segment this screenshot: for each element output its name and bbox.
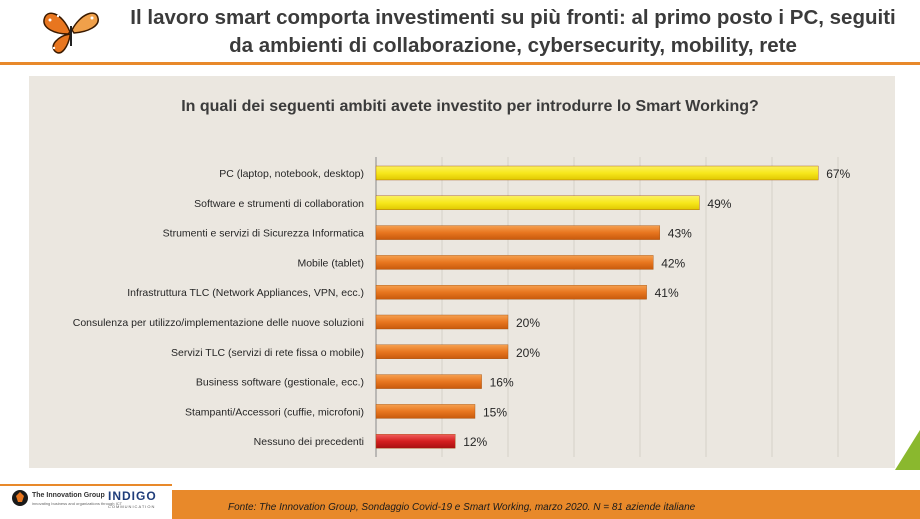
corner-decoration — [895, 430, 920, 470]
value-label: 20% — [516, 316, 540, 330]
bar — [375, 374, 482, 389]
value-label: 49% — [707, 197, 731, 211]
page-title: Il lavoro smart comporta investimenti su… — [130, 6, 896, 57]
value-label: 20% — [516, 346, 540, 360]
value-label: 42% — [661, 256, 685, 270]
innovation-group-logo-icon — [12, 490, 28, 506]
chart-panel — [29, 76, 895, 468]
bar — [375, 434, 456, 449]
category-label: Software e strumenti di collaboration — [194, 198, 364, 210]
indigo-logo-tagline: COMMUNICATION — [108, 504, 156, 509]
footer-band — [172, 490, 920, 519]
value-label: 12% — [463, 435, 487, 449]
category-label: Strumenti e servizi di Sicurezza Informa… — [163, 228, 364, 240]
category-label: Business software (gestionale, ecc.) — [196, 377, 364, 389]
bar — [375, 165, 819, 181]
value-label: 41% — [655, 286, 679, 300]
bar — [375, 314, 509, 330]
indigo-logo-text: INDIGO — [108, 489, 157, 503]
butterfly-logo-icon — [43, 12, 99, 54]
bar — [375, 344, 509, 359]
category-label: Nessuno dei precedenti — [254, 436, 364, 448]
bar — [375, 225, 660, 240]
innovation-group-tagline: innovating business and organizations th… — [32, 501, 123, 506]
innovation-group-logo-text: The Innovation Group — [32, 492, 105, 499]
value-label: 16% — [490, 376, 514, 390]
bar — [375, 285, 647, 300]
chart-title: In quali dei seguenti ambiti avete inves… — [181, 98, 759, 115]
value-label: 15% — [483, 405, 507, 419]
bar — [375, 255, 654, 270]
value-label: 67% — [826, 167, 850, 181]
footer-divider — [0, 484, 172, 486]
header-divider — [0, 62, 920, 65]
category-label: Infrastruttura TLC (Network Appliances, … — [127, 287, 364, 299]
category-label: PC (laptop, notebook, desktop) — [219, 168, 364, 180]
footer-source: Fonte: The Innovation Group, Sondaggio C… — [228, 502, 696, 513]
category-label: Mobile (tablet) — [297, 257, 364, 269]
category-label: Consulenza per utilizzo/implementazione … — [73, 317, 364, 329]
bar — [375, 195, 700, 211]
value-label: 43% — [668, 227, 692, 241]
category-label: Stampanti/Accessori (cuffie, microfoni) — [185, 406, 364, 418]
category-label: Servizi TLC (servizi di rete fissa o mob… — [171, 347, 364, 359]
bar — [375, 404, 476, 419]
